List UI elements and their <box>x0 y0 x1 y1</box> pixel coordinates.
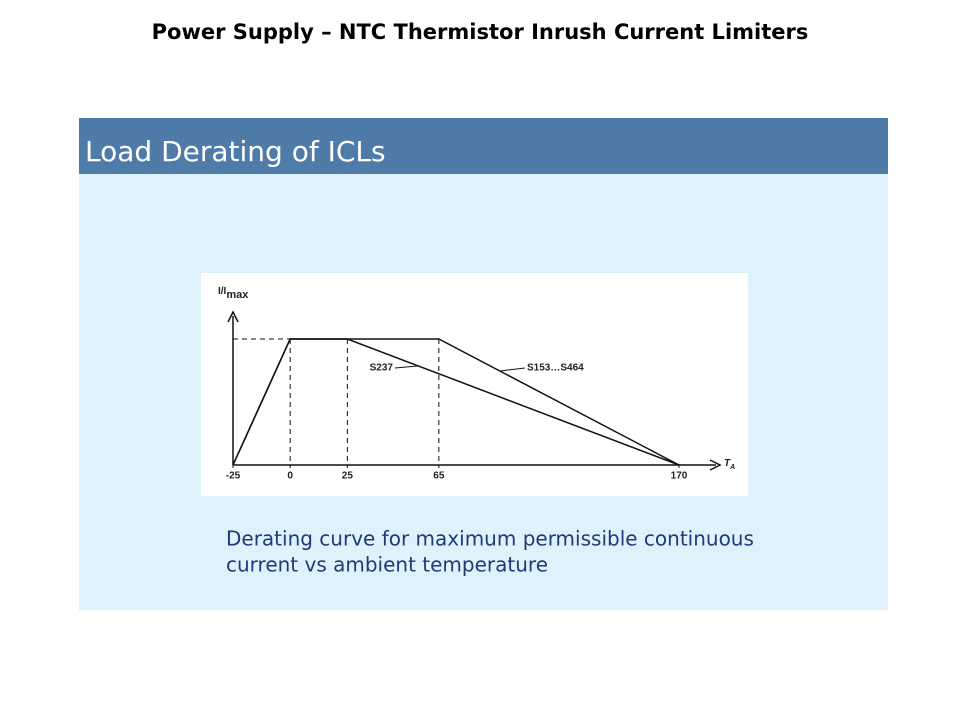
y-axis-label-main: I/I <box>218 286 227 297</box>
x-tick-label: -25 <box>226 471 241 482</box>
caption-line: Derating curve for maximum permissible c… <box>226 527 754 551</box>
panel-title: Load Derating of ICLs <box>85 135 386 168</box>
chart: I/Imax TA -25 0 25 65 170 S237 S153…S464 <box>218 286 735 482</box>
y-axis-label: I/Imax <box>218 286 249 301</box>
x-axis-label: TA <box>724 458 735 471</box>
x-tick-label: 25 <box>342 471 354 482</box>
x-tick-label: 0 <box>287 471 293 482</box>
series-label: S237 <box>370 363 394 374</box>
leader-line <box>499 367 526 372</box>
slide-title: Power Supply – NTC Thermistor Inrush Cur… <box>152 20 809 44</box>
x-axis-label-main: T <box>724 458 731 469</box>
series-line <box>232 338 680 466</box>
x-tick-label: 65 <box>433 471 445 482</box>
x-axis-label-sub: A <box>729 464 735 471</box>
leader-line <box>394 365 419 369</box>
x-tick-label: 170 <box>671 471 688 482</box>
series-label: S153…S464 <box>527 363 584 374</box>
panel-header <box>79 118 888 174</box>
y-axis-label-sub: max <box>226 289 249 301</box>
y-arrow <box>227 310 239 323</box>
chart-area <box>201 273 748 496</box>
x-arrow <box>709 459 722 471</box>
caption-line: current vs ambient temperature <box>226 553 548 577</box>
